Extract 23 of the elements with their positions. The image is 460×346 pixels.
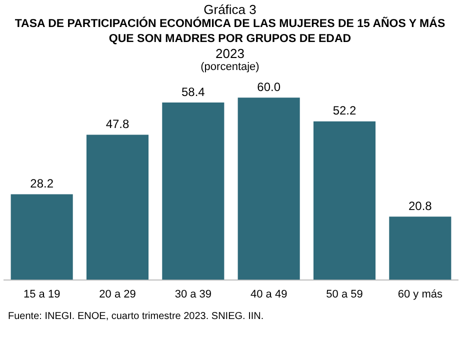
data-label: 20.8 <box>408 198 432 213</box>
x-tick-label: 60 y más <box>398 288 443 300</box>
data-label: 60.0 <box>257 80 281 94</box>
chart-title: Gráfica 3 <box>204 2 258 17</box>
x-tick-label: 50 a 59 <box>326 288 363 300</box>
text: (porcentaje) <box>200 61 260 74</box>
bar <box>238 98 300 280</box>
bar <box>313 121 376 280</box>
data-label: 52.2 <box>332 104 356 118</box>
chart-subtitle: TASA DE PARTICIPACIÓN ECONÓMICA DE LAS MUJERES DE 15 AÑOS Y MÁS QUE SON MADRES POR GRUPOS DE EDAD <box>14 17 446 47</box>
x-tick-label: 20 a 29 <box>99 288 136 300</box>
bar <box>10 194 73 280</box>
data-label: 47.8 <box>106 117 130 132</box>
bar <box>389 216 452 280</box>
source-note: Fuente: INEGI. ENOE, cuarto trimestre 2023. SNIEG. IIN. <box>8 311 265 322</box>
bar <box>86 134 149 280</box>
x-tick-label: 40 a 49 <box>250 288 288 300</box>
text: 2023 <box>214 46 246 61</box>
x-tick-label: 15 a 19 <box>23 288 60 300</box>
data-label: 58.4 <box>181 84 206 99</box>
bar <box>162 102 224 280</box>
x-tick-label: 30 a 39 <box>174 288 212 300</box>
data-label: 28.2 <box>30 176 54 191</box>
